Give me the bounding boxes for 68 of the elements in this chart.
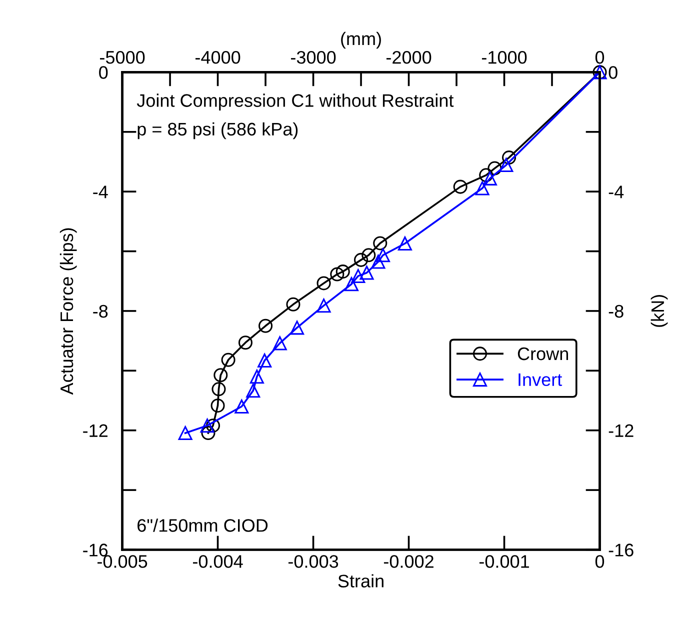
point bbox=[376, 248, 390, 262]
point bbox=[210, 398, 225, 413]
point bbox=[221, 352, 236, 367]
x2-tick-label: -1000 bbox=[482, 50, 527, 64]
x-tick-label: -0.005 bbox=[97, 555, 148, 568]
point bbox=[178, 426, 192, 440]
x2-tick-label: -3000 bbox=[290, 50, 336, 64]
point bbox=[499, 158, 514, 172]
point bbox=[502, 150, 516, 165]
annotation: Joint Compression C1 without Restraint bbox=[136, 94, 454, 111]
y-tick-label: -16 bbox=[83, 544, 108, 556]
point bbox=[234, 399, 249, 414]
x2-tick-label: -2000 bbox=[386, 50, 432, 64]
point bbox=[373, 236, 388, 250]
point bbox=[316, 276, 331, 290]
point bbox=[371, 254, 386, 269]
point bbox=[351, 269, 366, 284]
point bbox=[206, 418, 220, 433]
annotation: 6"/150mm CIOD bbox=[138, 518, 268, 532]
point bbox=[200, 418, 214, 433]
x2-tick-label: 0 bbox=[595, 50, 604, 64]
x-tick-label: 0 bbox=[595, 555, 604, 568]
y2-tick-label: -12 bbox=[608, 424, 634, 437]
x-tick-label: -0.002 bbox=[384, 555, 434, 568]
y2-tick-label: 0 bbox=[608, 66, 618, 79]
x-tick-label: -0.003 bbox=[288, 555, 338, 568]
point bbox=[214, 368, 228, 382]
point bbox=[398, 236, 412, 251]
y-tick-label: -8 bbox=[93, 304, 108, 318]
point bbox=[453, 180, 468, 194]
x-tick-label: -0.001 bbox=[479, 555, 529, 568]
point bbox=[354, 252, 368, 267]
y2-tick-label: -4 bbox=[608, 186, 624, 198]
y-axis-title: Actuator Force (kips) bbox=[60, 228, 77, 395]
point bbox=[475, 181, 490, 196]
point bbox=[290, 320, 304, 335]
x2-tick-label: -4000 bbox=[195, 50, 240, 64]
x2-axis-title: (mm) bbox=[341, 32, 381, 49]
legend-label: Crown bbox=[518, 347, 568, 360]
point bbox=[272, 336, 287, 350]
x2-tick-label: -5000 bbox=[100, 50, 145, 64]
point bbox=[344, 277, 358, 292]
point bbox=[360, 266, 374, 280]
point bbox=[479, 168, 494, 182]
y-tick-label: -12 bbox=[83, 424, 108, 437]
point bbox=[212, 382, 226, 396]
x-axis-title: Strain bbox=[338, 574, 384, 588]
point bbox=[336, 264, 350, 279]
point bbox=[246, 384, 260, 398]
x-tick-label: -0.004 bbox=[192, 555, 243, 568]
y2-tick-label: -8 bbox=[608, 304, 624, 318]
point bbox=[238, 336, 252, 350]
y2-axis-title: (kN) bbox=[650, 295, 668, 327]
y2-tick-label: -16 bbox=[608, 544, 634, 556]
y-tick-label: 0 bbox=[99, 66, 108, 79]
point bbox=[488, 161, 502, 176]
annotation: p = 85 psi (586 kPa) bbox=[138, 122, 298, 140]
point bbox=[258, 318, 273, 333]
point bbox=[250, 370, 264, 384]
point bbox=[482, 171, 497, 186]
legend-label: Invert bbox=[518, 373, 562, 386]
y-tick-label: -4 bbox=[93, 186, 108, 198]
point bbox=[258, 354, 272, 368]
point bbox=[362, 248, 376, 262]
point bbox=[330, 267, 344, 282]
point bbox=[316, 298, 331, 313]
point bbox=[286, 297, 300, 312]
point bbox=[201, 426, 216, 440]
